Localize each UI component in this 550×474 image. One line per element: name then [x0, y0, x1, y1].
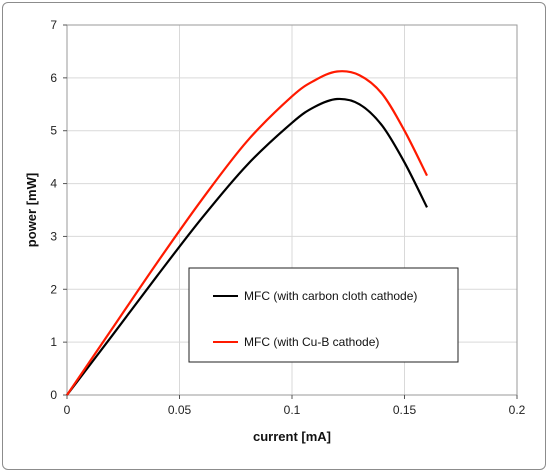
y-tick-label: 2	[50, 282, 57, 296]
y-tick-label: 3	[50, 229, 57, 243]
x-tick-label: 0.05	[168, 403, 192, 417]
y-tick-label: 1	[50, 335, 57, 349]
legend: MFC (with carbon cloth cathode) MFC (wit…	[188, 267, 459, 363]
legend-label-carbon-cloth: MFC (with carbon cloth cathode)	[244, 289, 417, 303]
x-tick-label: 0.1	[284, 403, 301, 417]
y-tick-label: 7	[50, 18, 57, 32]
x-tick-label: 0	[64, 403, 71, 417]
x-tick-label: 0.15	[393, 403, 417, 417]
y-axis-title: power [mW]	[24, 173, 39, 247]
legend-box	[188, 267, 459, 363]
y-tick-label: 6	[50, 71, 57, 85]
y-tick-label: 5	[50, 124, 57, 138]
y-tick-label: 0	[50, 388, 57, 402]
series-lines	[66, 70, 428, 396]
series-line-carbon-cloth	[66, 97, 428, 396]
x-axis-title: current [mA]	[253, 429, 331, 444]
axis-ticks: 0 0.05 0.1 0.15 0.2 0 1 2 3 4 5 6 7	[50, 18, 525, 417]
y-tick-label: 4	[50, 177, 57, 191]
legend-label-cu-b: MFC (with Cu-B cathode)	[244, 335, 379, 349]
x-tick-label: 0.2	[509, 403, 526, 417]
series-line-cu-b	[66, 70, 428, 396]
